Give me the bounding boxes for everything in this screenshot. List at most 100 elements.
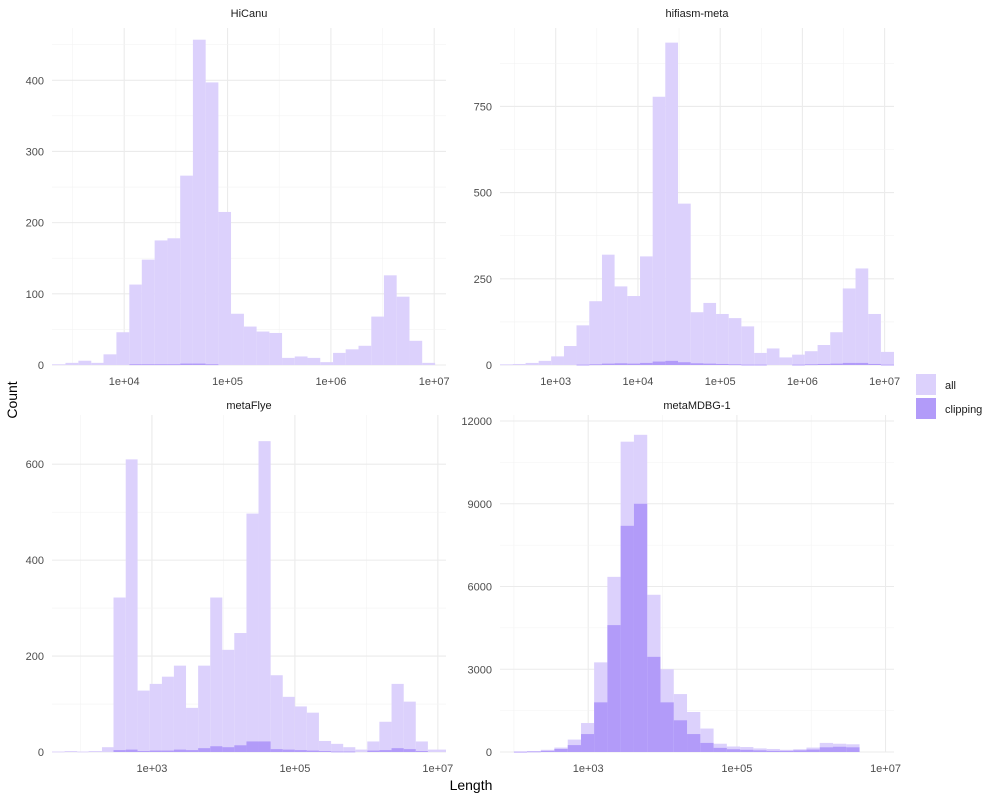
bar-clipping xyxy=(540,750,555,752)
x-tick-label: 1e+06 xyxy=(787,376,818,388)
bar-clipping xyxy=(258,741,271,752)
bar-clipping xyxy=(855,362,869,365)
x-tick-label: 1e+05 xyxy=(705,376,736,388)
bar-all xyxy=(180,175,193,365)
series-clipping xyxy=(513,503,860,753)
bar-clipping xyxy=(270,749,283,752)
bar-clipping xyxy=(846,747,860,752)
bar-clipping xyxy=(594,702,608,752)
bar-all xyxy=(256,331,270,365)
x-tick-label: 1e+03 xyxy=(573,763,604,775)
bar-all xyxy=(652,96,666,366)
legend-key xyxy=(916,374,936,395)
y-tick-label: 500 xyxy=(474,188,492,200)
bar-all xyxy=(333,352,346,365)
bar-clipping xyxy=(306,750,319,752)
bar-clipping xyxy=(753,750,767,752)
bar-all xyxy=(218,211,232,365)
bar-all xyxy=(186,707,199,752)
bar-clipping xyxy=(740,749,754,752)
x-tick-label: 1e+06 xyxy=(315,376,346,388)
bar-clipping xyxy=(554,748,568,752)
x-tick-label: 1e+04 xyxy=(623,376,654,388)
bar-all xyxy=(318,740,332,752)
bar-all xyxy=(294,706,307,752)
y-tick-label: 600 xyxy=(26,459,44,471)
bar-all xyxy=(817,345,831,365)
bar-all xyxy=(52,751,65,753)
bar-clipping xyxy=(665,360,679,365)
y-tick-label: 400 xyxy=(26,555,44,567)
bar-clipping xyxy=(687,734,701,752)
bar-clipping xyxy=(703,363,717,365)
bar-clipping xyxy=(607,625,621,752)
y-tick-label: 750 xyxy=(474,101,492,113)
bar-clipping xyxy=(868,363,881,365)
bar-all xyxy=(64,751,78,752)
bar-all xyxy=(678,203,691,365)
bar-clipping xyxy=(198,748,211,752)
bar-clipping xyxy=(673,720,688,752)
legend-label: all xyxy=(945,380,956,392)
bar-all xyxy=(766,748,780,752)
bar-clipping xyxy=(173,749,187,752)
bar-clipping xyxy=(819,747,834,752)
bar-all xyxy=(192,39,206,366)
bar-clipping xyxy=(379,750,392,752)
series-clipping xyxy=(576,360,894,366)
bar-clipping xyxy=(880,364,894,366)
bar-all xyxy=(665,42,679,366)
bar-all xyxy=(141,259,155,365)
bar-all xyxy=(409,340,423,365)
bar-clipping xyxy=(222,747,235,752)
x-tick-label: 1e+07 xyxy=(419,376,450,388)
bar-clipping xyxy=(793,750,807,752)
bar-clipping xyxy=(754,364,767,366)
bar-all xyxy=(129,284,142,365)
x-tick-label: 1e+03 xyxy=(540,376,571,388)
bar-all xyxy=(294,356,308,365)
bar-clipping xyxy=(690,363,704,365)
bar-clipping xyxy=(614,363,628,365)
bar-clipping xyxy=(391,748,404,752)
bar-clipping xyxy=(192,363,206,365)
bar-all xyxy=(614,286,628,365)
x-tick-label: 1e+05 xyxy=(212,376,243,388)
bar-clipping xyxy=(331,751,344,753)
bar-all xyxy=(78,360,92,365)
y-tick-label: 250 xyxy=(474,274,492,286)
bar-clipping xyxy=(513,751,527,753)
bar-clipping xyxy=(716,363,729,365)
bar-clipping xyxy=(581,734,595,752)
bar-all xyxy=(415,741,428,752)
bar-all xyxy=(538,360,552,365)
bar-clipping xyxy=(343,751,356,753)
x-tick-label: 1e+03 xyxy=(136,763,167,775)
bar-clipping xyxy=(660,702,674,752)
bar-all xyxy=(154,240,168,365)
bar-all xyxy=(551,356,564,365)
bar-all xyxy=(125,459,138,752)
y-tick-label: 200 xyxy=(26,651,44,663)
bar-clipping xyxy=(647,656,661,752)
bar-clipping xyxy=(833,746,847,752)
bar-all xyxy=(779,357,793,365)
bar-all xyxy=(282,357,295,365)
facet-panel-3: metaFlye 0 200 400 600 1e+03 1e+05 1e+07 xyxy=(26,400,454,775)
bar-clipping xyxy=(415,751,428,752)
bar-all xyxy=(358,345,372,365)
bar-all xyxy=(703,302,717,365)
bar-all xyxy=(403,701,416,752)
bar-all xyxy=(52,364,66,366)
y-tick-label: 0 xyxy=(486,747,492,759)
bar-clipping xyxy=(167,364,181,366)
bar-clipping xyxy=(318,751,332,752)
bar-clipping xyxy=(804,364,818,366)
bar-all xyxy=(113,597,126,752)
bar-all xyxy=(222,649,235,752)
bar-all xyxy=(343,747,356,752)
bar-all xyxy=(512,363,526,365)
x-tick-label: 1e+04 xyxy=(109,376,140,388)
facet-panel-4: metaMDBG-1 0 3000 6000 9000 12000 1e+03 1e+05 1e… xyxy=(461,400,901,775)
